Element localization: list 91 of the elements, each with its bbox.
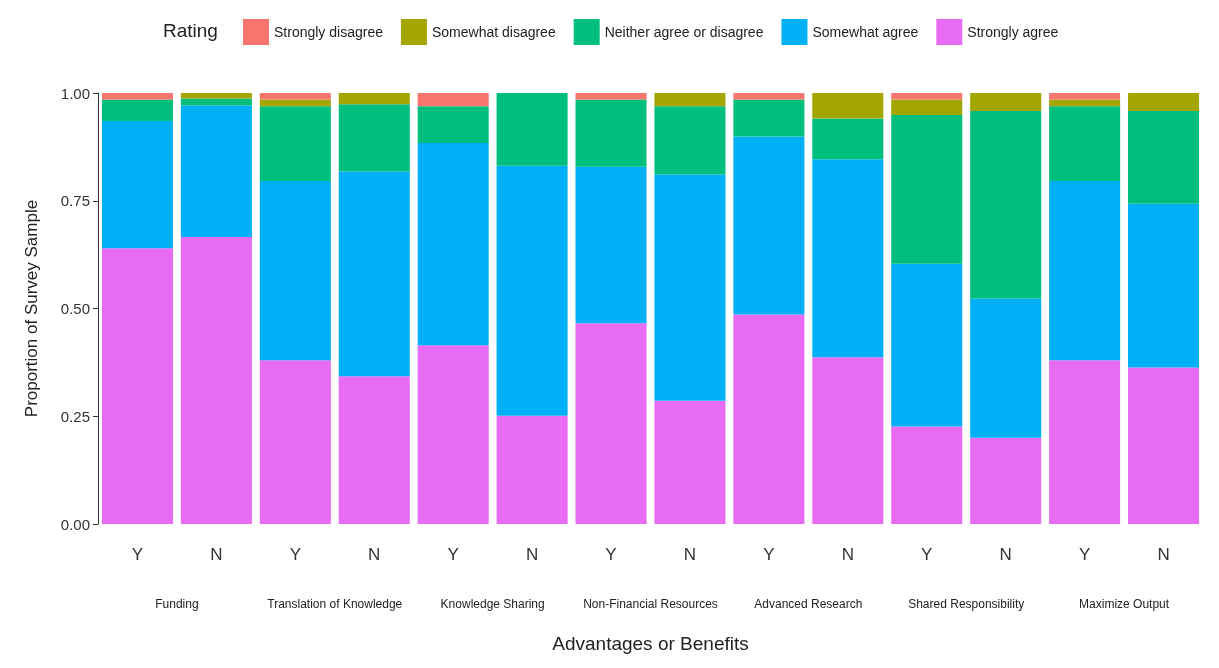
x-axis-title: Advantages or Benefits — [552, 633, 749, 654]
bar — [970, 93, 1042, 112]
x-tick-label: N — [525, 545, 539, 564]
bar — [733, 136, 805, 315]
x-tick-label: Y — [921, 545, 933, 564]
bar — [259, 360, 331, 524]
bar — [654, 106, 726, 175]
text: Translation of Knowledge — [267, 597, 403, 611]
bar — [1049, 93, 1121, 100]
text: Advanced Research — [754, 597, 863, 611]
x-tick-label: N — [999, 545, 1012, 564]
y-tick-label: 1.00 — [60, 84, 90, 102]
legend-label: Strongly disagree — [274, 24, 384, 40]
text: Shared Responsibility — [908, 597, 1025, 611]
x-tick-label: N — [1157, 545, 1170, 564]
bar — [417, 143, 489, 346]
bar — [891, 426, 963, 524]
legend-label: Strongly agree — [967, 24, 1059, 40]
x-tick-label: Y — [1078, 545, 1091, 564]
y-tick-label: 0.75 — [60, 192, 90, 210]
bar — [496, 165, 568, 416]
bar — [970, 437, 1042, 524]
legend-label: Somewhat disagree — [431, 24, 556, 40]
bar — [812, 93, 884, 119]
bar — [1128, 93, 1200, 112]
bar — [417, 345, 489, 524]
bar — [338, 376, 410, 524]
bar — [575, 323, 647, 524]
bar — [1128, 203, 1200, 368]
bar — [970, 298, 1042, 438]
y-tick-label: 0.50 — [60, 300, 90, 317]
bar — [654, 174, 726, 401]
bar — [101, 121, 173, 249]
x-tick-label: Y — [763, 545, 775, 564]
legend-label: Neither agree or disagree — [604, 24, 764, 40]
bar — [970, 111, 1042, 299]
bar — [496, 415, 568, 524]
bar — [180, 105, 252, 237]
bar — [259, 93, 331, 100]
bar — [654, 93, 726, 107]
y-tick-label: 0.25 — [60, 407, 90, 425]
bar — [891, 114, 963, 264]
bar — [338, 171, 410, 377]
x-tick-label: N — [368, 545, 381, 564]
x-tick-label: Y — [605, 545, 617, 564]
bar — [101, 93, 173, 100]
text: Funding — [155, 597, 199, 611]
bar — [180, 236, 252, 524]
y-axis-title: Proportion of Survey Sample — [22, 199, 41, 418]
bar — [1049, 106, 1121, 181]
legend-label: Somewhat agree — [812, 24, 919, 40]
bar — [259, 106, 331, 181]
bar — [812, 159, 884, 358]
x-tick-label: Y — [447, 545, 459, 564]
x-tick-label: N — [841, 545, 854, 564]
bar — [1049, 360, 1121, 524]
bar — [575, 93, 647, 100]
bar — [733, 93, 805, 100]
bar — [496, 93, 568, 166]
bar — [1128, 367, 1200, 524]
bar — [733, 314, 805, 524]
bar — [1049, 99, 1121, 107]
x-tick-label: Y — [131, 545, 144, 564]
bar — [733, 99, 805, 137]
text: Non-Financial Resources — [583, 597, 718, 611]
bar — [180, 93, 252, 99]
bar — [891, 93, 963, 100]
text: Knowledge Sharing — [440, 597, 545, 611]
x-tick-label: Y — [289, 545, 301, 564]
bar — [812, 118, 884, 160]
bar — [654, 400, 726, 524]
text: Maximize Output — [1079, 597, 1170, 611]
bar — [417, 93, 489, 107]
bar — [417, 106, 489, 143]
bar — [891, 99, 963, 115]
bar — [338, 93, 410, 105]
bar — [101, 99, 173, 122]
bar — [1049, 180, 1121, 361]
bar — [101, 248, 173, 524]
x-tick-label: N — [683, 545, 697, 564]
bar — [575, 166, 647, 324]
bar — [259, 99, 331, 107]
bar — [338, 104, 410, 172]
bar — [891, 263, 963, 427]
y-tick-label: 0.00 — [60, 515, 90, 533]
legend-title: Rating — [163, 20, 218, 41]
bar — [812, 357, 884, 524]
bar — [1128, 111, 1200, 204]
bar — [259, 180, 331, 361]
bar — [575, 99, 647, 167]
x-tick-label: N — [210, 545, 223, 564]
